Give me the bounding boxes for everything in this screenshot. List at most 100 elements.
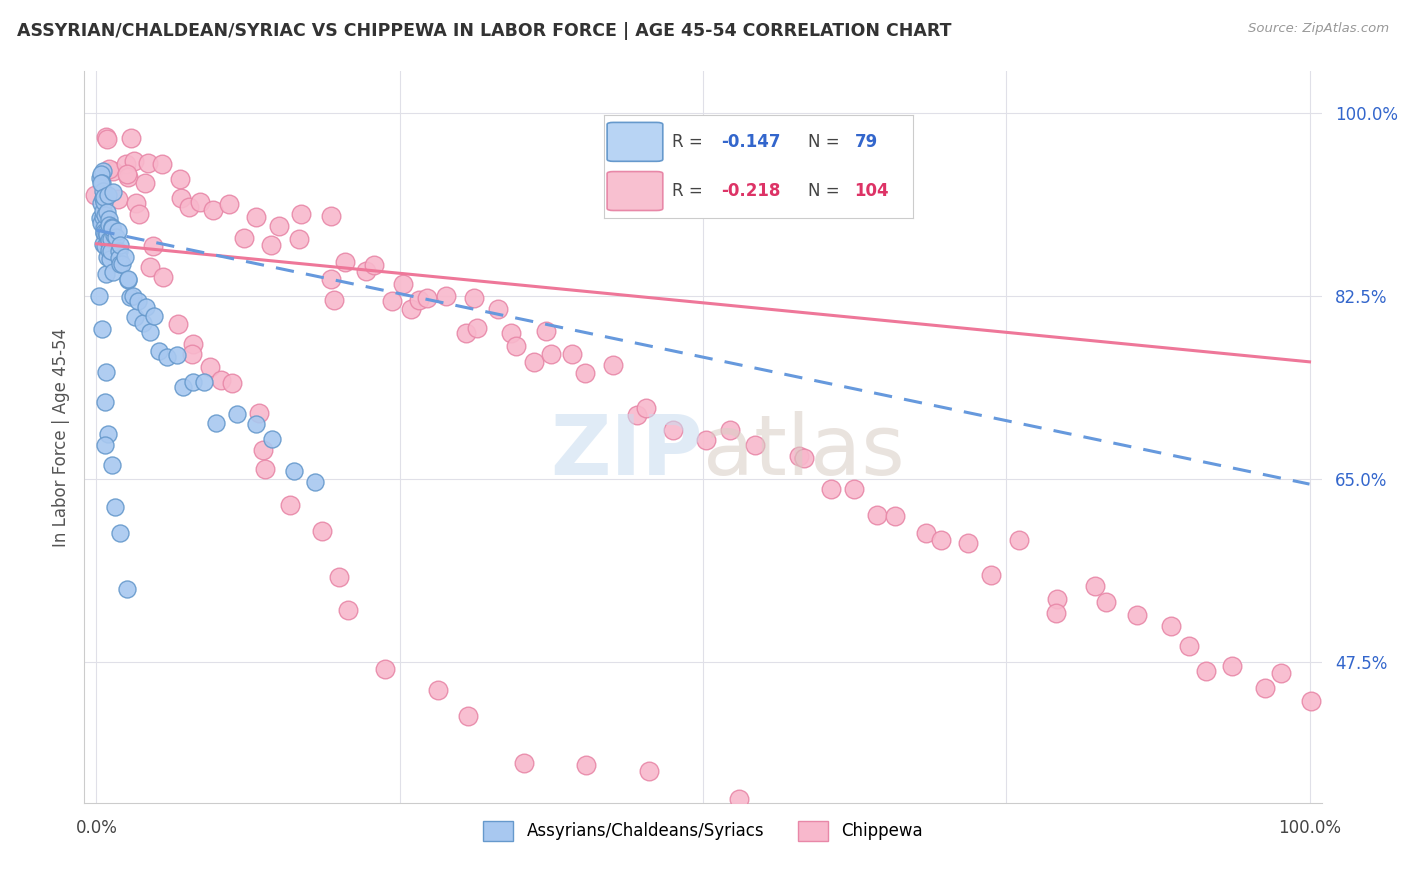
Legend: Assyrians/Chaldeans/Syriacs, Chippewa: Assyrians/Chaldeans/Syriacs, Chippewa <box>475 813 931 849</box>
Point <box>91 185 114 199</box>
Point <box>328 570 350 584</box>
Point <box>744 438 766 452</box>
Point <box>89 211 111 225</box>
Point <box>94 438 117 452</box>
Point <box>108 252 131 266</box>
Point <box>125 196 148 211</box>
Text: ZIP: ZIP <box>551 411 703 492</box>
Point <box>111 257 134 271</box>
Point <box>139 260 162 274</box>
Point <box>93 227 115 241</box>
Point <box>97 212 120 227</box>
Point <box>267 219 290 234</box>
Point <box>260 237 283 252</box>
Point <box>602 358 624 372</box>
Point <box>117 170 139 185</box>
Point <box>103 228 125 243</box>
Point <box>465 320 488 334</box>
Point <box>152 269 174 284</box>
Point <box>1126 608 1149 623</box>
Y-axis label: In Labor Force | Age 45-54: In Labor Force | Age 45-54 <box>52 327 70 547</box>
Point <box>142 310 165 324</box>
Point <box>107 244 129 259</box>
Point <box>575 758 598 772</box>
Point <box>169 171 191 186</box>
Point <box>108 257 131 271</box>
Point <box>218 197 240 211</box>
Point <box>1046 592 1069 607</box>
Point <box>1160 619 1182 633</box>
Point <box>96 251 118 265</box>
Point <box>107 224 129 238</box>
Text: Source: ZipAtlas.com: Source: ZipAtlas.com <box>1249 22 1389 36</box>
Point <box>97 426 120 441</box>
Point <box>501 326 523 341</box>
Point <box>245 417 267 431</box>
Point <box>283 464 305 478</box>
Point <box>84 188 107 202</box>
Point <box>101 164 124 178</box>
Point <box>408 293 430 307</box>
Point <box>245 210 267 224</box>
Point <box>637 764 659 778</box>
Point <box>124 310 146 325</box>
Point <box>96 204 118 219</box>
Point <box>128 207 150 221</box>
Point <box>94 239 117 253</box>
Point <box>505 338 527 352</box>
Point <box>91 176 114 190</box>
Point <box>117 273 139 287</box>
Point <box>96 129 118 144</box>
Point <box>98 243 121 257</box>
Point <box>381 293 404 308</box>
Point <box>181 337 204 351</box>
Point <box>93 225 115 239</box>
Point <box>134 176 156 190</box>
Point <box>463 291 485 305</box>
Point <box>89 289 111 303</box>
Point <box>426 683 449 698</box>
Point <box>233 230 256 244</box>
Point <box>94 365 117 379</box>
Point <box>167 317 190 331</box>
Point <box>115 167 138 181</box>
Point <box>104 500 127 515</box>
Point <box>136 156 159 170</box>
Point <box>636 401 658 415</box>
Point <box>513 756 536 770</box>
Point <box>718 423 741 437</box>
Point <box>90 216 112 230</box>
Point <box>127 293 149 308</box>
Point <box>101 458 124 473</box>
Point <box>177 200 200 214</box>
Point <box>321 272 343 286</box>
Point <box>93 190 115 204</box>
Point <box>574 366 596 380</box>
Point <box>135 300 157 314</box>
Point <box>150 157 173 171</box>
Point <box>980 568 1002 582</box>
Point <box>94 267 117 281</box>
Point <box>1177 640 1199 654</box>
Point <box>1084 579 1107 593</box>
Point <box>110 525 132 540</box>
Point <box>884 508 907 523</box>
Point <box>170 191 193 205</box>
Point <box>1270 665 1292 680</box>
Point <box>181 376 204 390</box>
Point <box>201 203 224 218</box>
Point <box>100 244 122 258</box>
Point <box>96 132 118 146</box>
Point <box>94 225 117 239</box>
Point <box>540 347 562 361</box>
Point <box>90 176 112 190</box>
Point <box>193 375 215 389</box>
Point <box>356 264 378 278</box>
Point <box>100 232 122 246</box>
Point <box>1008 533 1031 548</box>
Point <box>91 237 114 252</box>
Point <box>98 233 121 247</box>
Point <box>253 461 276 475</box>
Point <box>247 406 270 420</box>
Point <box>132 316 155 330</box>
